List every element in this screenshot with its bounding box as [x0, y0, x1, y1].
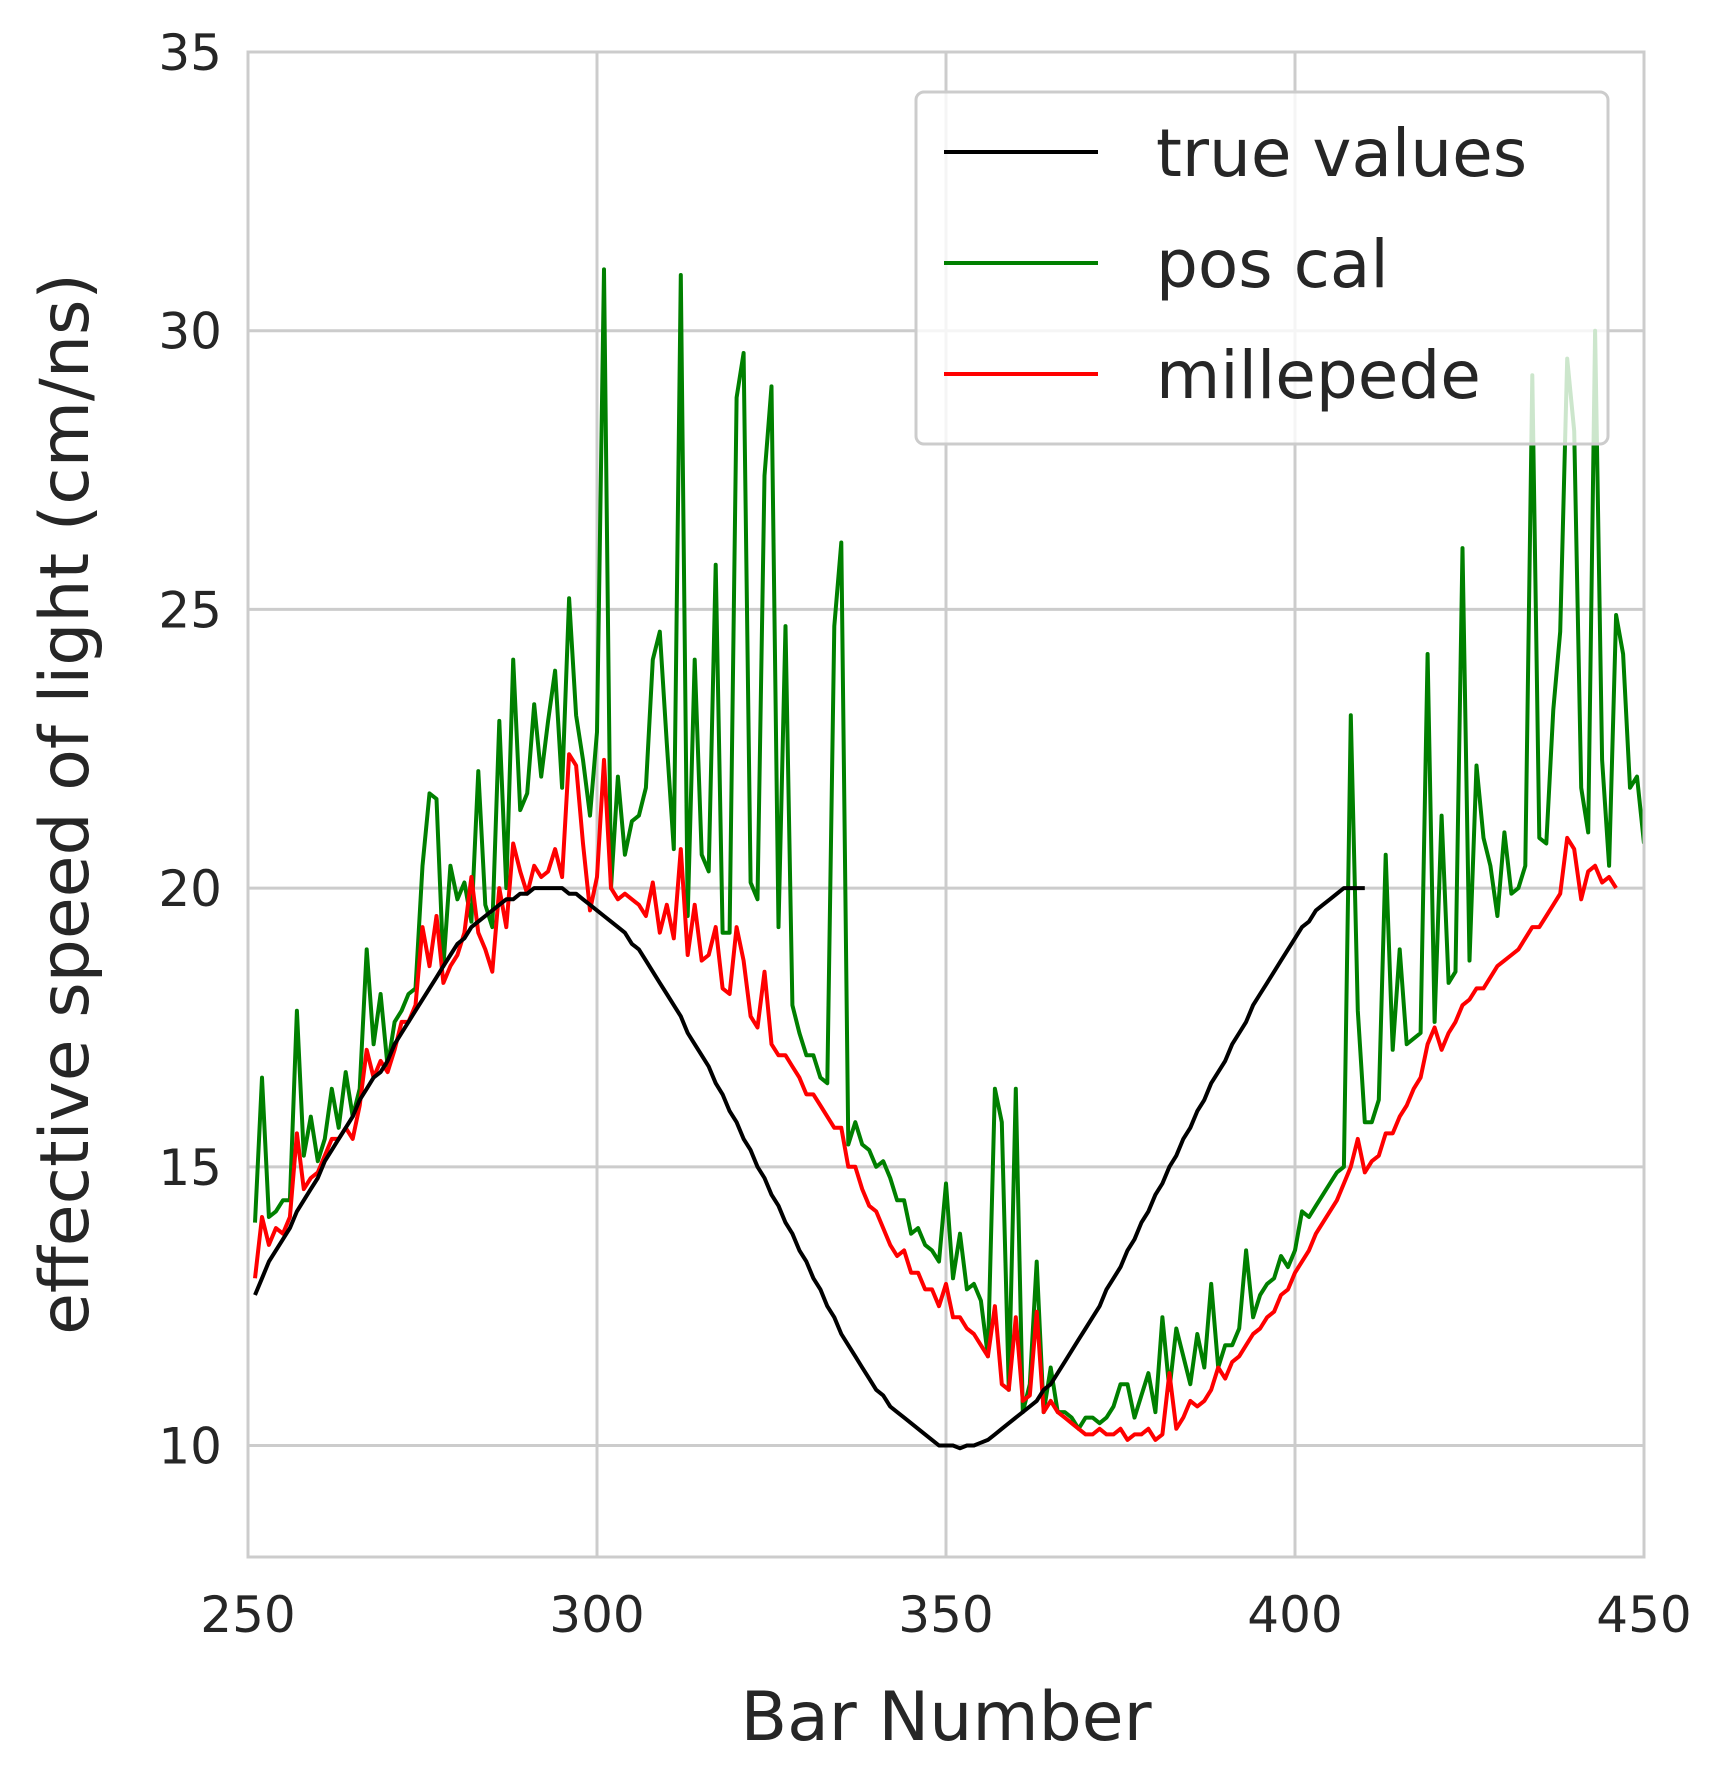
x-tick-labels: 250 300 350 400 450 — [200, 1586, 1691, 1644]
series-line-millepede — [253, 752, 1618, 1442]
legend-label-true-values: true values — [1156, 115, 1527, 192]
y-tick-label: 15 — [158, 1139, 222, 1197]
y-tick-label: 20 — [158, 860, 222, 918]
x-tick-label: 450 — [1596, 1586, 1691, 1644]
legend-box — [914, 90, 1610, 446]
y-tick-label: 10 — [158, 1418, 222, 1476]
x-axis-title: Bar Number — [740, 1678, 1151, 1757]
x-tick-label: 250 — [200, 1586, 295, 1644]
series-line-true-values — [253, 886, 1365, 1451]
y-tick-label: 35 — [158, 24, 222, 82]
x-tick-label: 300 — [549, 1586, 644, 1644]
x-tick-label: 400 — [1247, 1586, 1342, 1644]
y-tick-label: 25 — [158, 581, 222, 639]
y-tick-labels: 10 15 20 25 30 35 — [158, 24, 222, 1476]
legend-label-millepede: millepede — [1156, 337, 1481, 414]
y-tick-label: 30 — [158, 303, 222, 361]
legend: true values pos cal millepede — [914, 90, 1610, 446]
series-layer — [253, 267, 1644, 1451]
y-axis-title: effective speed of light (cm/ns) — [26, 273, 105, 1335]
x-tick-label: 350 — [898, 1586, 993, 1644]
series-line-pos-cal — [253, 267, 1644, 1431]
plot-frame — [246, 50, 1646, 1559]
legend-label-pos-cal: pos cal — [1156, 226, 1389, 303]
